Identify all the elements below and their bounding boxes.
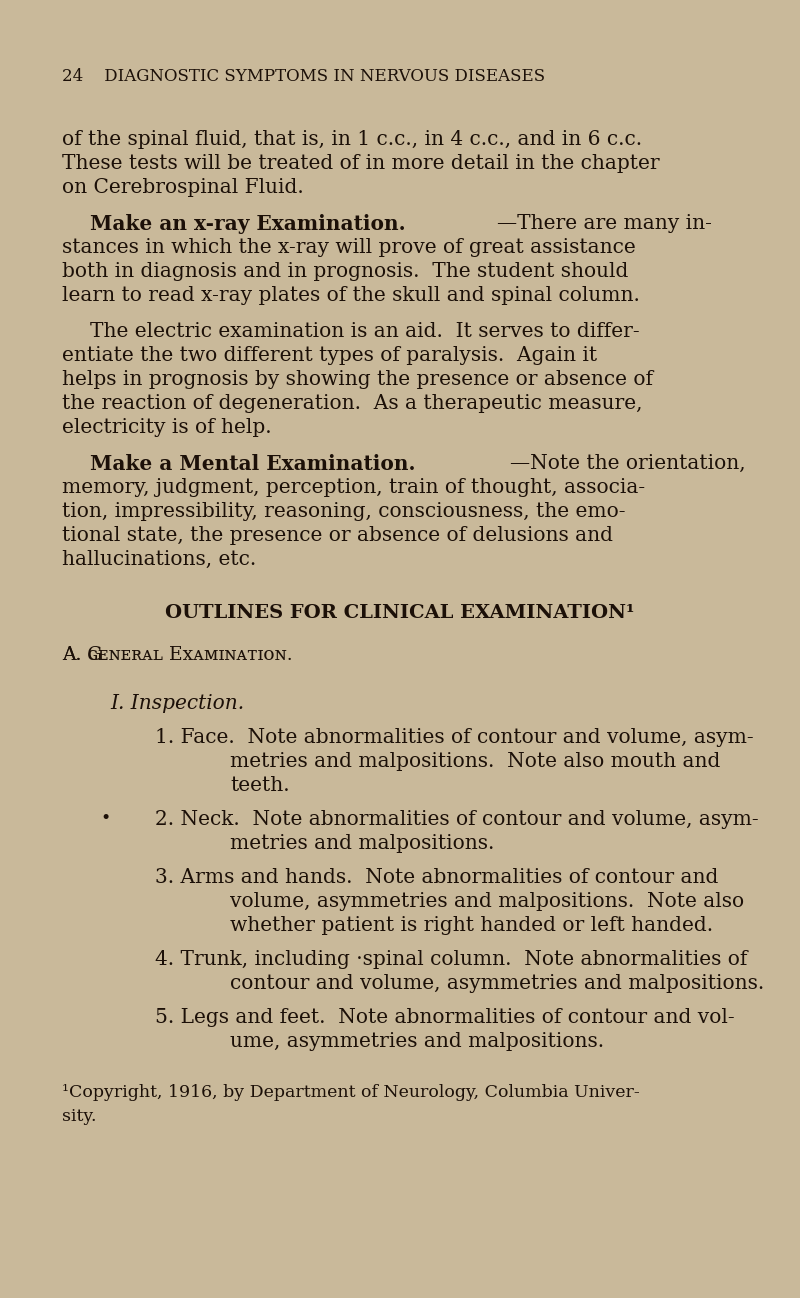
Text: 4. Trunk, including ·spinal column.  Note abnormalities of: 4. Trunk, including ·spinal column. Note… [155,950,747,970]
Text: These tests will be treated of in more detail in the chapter: These tests will be treated of in more d… [62,154,660,173]
Text: 1. Face.  Note abnormalities of contour and volume, asym-: 1. Face. Note abnormalities of contour a… [155,728,754,748]
Text: contour and volume, asymmetries and malpositions.: contour and volume, asymmetries and malp… [230,974,764,993]
Text: both in diagnosis and in prognosis.  The student should: both in diagnosis and in prognosis. The … [62,262,628,280]
Text: ume, asymmetries and malpositions.: ume, asymmetries and malpositions. [230,1032,604,1051]
Text: learn to read x-ray plates of the skull and spinal column.: learn to read x-ray plates of the skull … [62,286,640,305]
Text: 24    DIAGNOSTIC SYMPTOMS IN NERVOUS DISEASES: 24 DIAGNOSTIC SYMPTOMS IN NERVOUS DISEAS… [62,67,545,84]
Text: —Note the orientation,: —Note the orientation, [510,454,746,472]
Text: Make an x-ray Examination.: Make an x-ray Examination. [90,214,406,234]
Text: stances in which the x-ray will prove of great assistance: stances in which the x-ray will prove of… [62,238,636,257]
Text: metries and malpositions.: metries and malpositions. [230,835,494,853]
Text: 2. Neck.  Note abnormalities of contour and volume, asym-: 2. Neck. Note abnormalities of contour a… [155,810,758,829]
Text: ¹Copyright, 1916, by Department of Neurology, Columbia Univer-: ¹Copyright, 1916, by Department of Neuro… [62,1084,640,1101]
Text: of the spinal fluid, that is, in 1 c.c., in 4 c.c., and in 6 c.c.: of the spinal fluid, that is, in 1 c.c.,… [62,130,642,149]
Text: hallucinations, etc.: hallucinations, etc. [62,550,256,569]
Text: The electric examination is an aid.  It serves to differ-: The electric examination is an aid. It s… [90,322,640,341]
Text: A. ɢᴇɴᴇʀᴀʟ Eхᴀᴍɪɴᴀᴛɪᴏɴ.: A. ɢᴇɴᴇʀᴀʟ Eхᴀᴍɪɴᴀᴛɪᴏɴ. [62,646,293,665]
Text: whether patient is right handed or left handed.: whether patient is right handed or left … [230,916,713,935]
Text: —There are many in-: —There are many in- [498,214,712,234]
Text: •: • [100,810,110,827]
Text: I. Inspection.: I. Inspection. [110,694,244,713]
Text: 3. Arms and hands.  Note abnormalities of contour and: 3. Arms and hands. Note abnormalities of… [155,868,718,887]
Text: on Cerebrospinal Fluid.: on Cerebrospinal Fluid. [62,178,304,197]
Text: entiate the two different types of paralysis.  Again it: entiate the two different types of paral… [62,347,597,365]
Text: helps in prognosis by showing the presence or absence of: helps in prognosis by showing the presen… [62,370,653,389]
Text: memory, judgment, perception, train of thought, associa-: memory, judgment, perception, train of t… [62,478,645,497]
Text: tional state, the presence or absence of delusions and: tional state, the presence or absence of… [62,526,613,545]
Text: the reaction of degeneration.  As a therapeutic measure,: the reaction of degeneration. As a thera… [62,395,642,413]
Text: teeth.: teeth. [230,776,290,794]
Text: electricity is of help.: electricity is of help. [62,418,272,437]
Text: tion, impressibility, reasoning, consciousness, the emo-: tion, impressibility, reasoning, conscio… [62,502,626,520]
Text: sity.: sity. [62,1108,97,1125]
Text: Make a Mental Examination.: Make a Mental Examination. [90,454,415,474]
Text: 5. Legs and feet.  Note abnormalities of contour and vol-: 5. Legs and feet. Note abnormalities of … [155,1009,734,1027]
Text: volume, asymmetries and malpositions.  Note also: volume, asymmetries and malpositions. No… [230,892,744,911]
Text: A. G: A. G [62,646,102,665]
Text: OUTLINES FOR CLINICAL EXAMINATION¹: OUTLINES FOR CLINICAL EXAMINATION¹ [166,604,634,622]
Text: metries and malpositions.  Note also mouth and: metries and malpositions. Note also mout… [230,752,720,771]
